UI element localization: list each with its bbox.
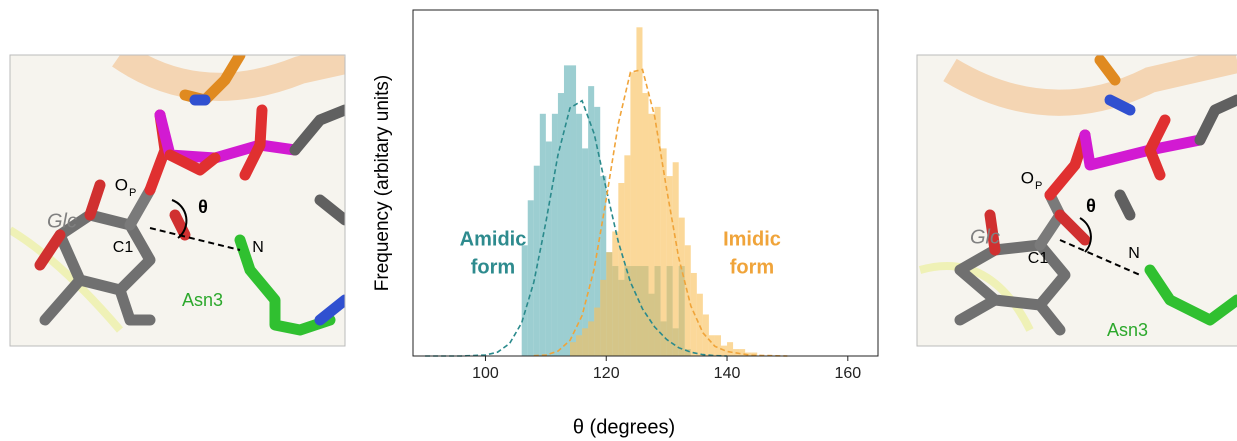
plot-frame	[412, 9, 879, 357]
histogram-chart: 100 120 140 160 Amidic form Imidic form	[425, 27, 861, 382]
histogram-bar	[551, 113, 558, 356]
histogram-bar	[708, 335, 715, 356]
residue-label: Asn3	[182, 290, 223, 310]
annotation: Amidic	[460, 228, 527, 250]
histogram-bar	[576, 335, 583, 356]
histogram-bar	[672, 162, 679, 356]
glc-label: Glc	[47, 210, 77, 232]
histogram-bar	[594, 307, 601, 356]
histogram-bar	[600, 176, 607, 356]
p-subscript: P	[129, 187, 136, 199]
histogram-bar	[582, 148, 589, 356]
histogram-bar	[527, 200, 534, 356]
x-tick-label: 160	[834, 365, 861, 382]
histogram-bar	[660, 148, 667, 356]
histogram-bar	[690, 272, 697, 356]
histogram-bar	[739, 349, 746, 356]
n-label: N	[1128, 245, 1140, 262]
right-structure: Glc C1 O P θ N Asn3	[917, 55, 1237, 346]
theta-label: θ	[1086, 196, 1096, 216]
histogram-bar	[588, 86, 595, 357]
histogram-bar	[696, 293, 703, 356]
histogram-bar	[684, 245, 691, 356]
fit-curve	[425, 99, 728, 357]
histogram-bar	[624, 155, 631, 356]
histogram-bar	[606, 252, 613, 356]
c1-label: C1	[113, 239, 134, 256]
annotation: form	[730, 256, 774, 278]
fit-curve	[533, 68, 788, 357]
histogram-bar	[727, 342, 734, 356]
c1-label: C1	[1028, 250, 1049, 267]
histogram-bar	[600, 279, 607, 356]
histogram-bar	[582, 328, 589, 356]
histogram-bar	[557, 93, 564, 356]
histogram-bar	[636, 27, 643, 357]
n-label: N	[252, 239, 264, 256]
right-panel-frame	[916, 54, 1237, 347]
histogram-bar	[666, 176, 673, 356]
x-tick-label: 140	[714, 365, 741, 382]
x-tick-label: 120	[593, 365, 620, 382]
histogram-bar	[642, 93, 649, 356]
histogram-bar	[570, 342, 577, 356]
histogram-bar	[648, 113, 655, 356]
histogram-bar	[678, 217, 685, 356]
annotation: Imidic	[723, 228, 781, 250]
o-label: O	[115, 175, 128, 194]
o-label: O	[1021, 168, 1034, 187]
histogram-bar	[714, 335, 721, 356]
y-axis-label: Frequency (arbitary units)	[372, 75, 393, 291]
histogram-bar	[570, 65, 577, 357]
histogram-bar	[630, 72, 637, 356]
residue-label: Asn3	[1107, 320, 1148, 340]
histogram-bar	[618, 183, 625, 356]
left-panel-frame	[9, 54, 346, 347]
histogram-bar	[751, 352, 758, 356]
x-axis-label: θ (degrees)	[573, 416, 675, 438]
histogram-bar	[563, 65, 571, 357]
glc-label: Glc	[970, 226, 1000, 248]
histogram-bar	[612, 231, 619, 356]
histogram-bar	[594, 106, 601, 356]
annotation: form	[471, 256, 515, 278]
histogram-bar	[654, 106, 661, 356]
x-tick-label: 100	[472, 365, 499, 382]
p-subscript: P	[1035, 180, 1042, 192]
histogram-bar	[533, 165, 540, 356]
theta-label: θ	[198, 197, 208, 217]
histogram-bar	[588, 321, 595, 356]
histogram-bar	[521, 245, 528, 356]
histogram-bar	[545, 141, 552, 356]
left-structure: Glc C1 O P θ N Asn3	[10, 55, 345, 346]
histogram-bar	[576, 113, 583, 356]
